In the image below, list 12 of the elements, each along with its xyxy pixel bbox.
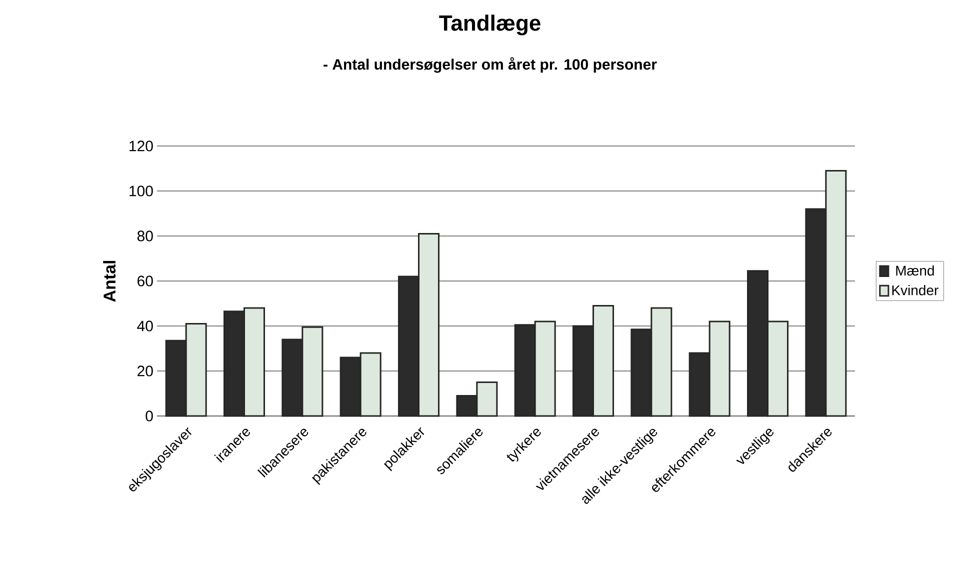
y-tick-label: 100: [130, 186, 153, 196]
chart-subtitle: - Antal undersøgelser om året pr. 100 personer: [324, 57, 657, 73]
y-tick-label: 20: [138, 366, 153, 376]
y-tick-label: 80: [137, 230, 153, 242]
y-tick-label: 40: [137, 320, 153, 332]
y-tick-label: 60: [138, 276, 153, 286]
y-tick-label: 0: [146, 410, 153, 422]
y-axis-title: Antal: [103, 260, 116, 302]
chart-title: Tandlæge: [439, 14, 540, 36]
y-tick-label: 120: [130, 140, 153, 152]
legend-label: Mænd: [896, 265, 934, 276]
legend-label: Kvinder: [892, 284, 938, 296]
